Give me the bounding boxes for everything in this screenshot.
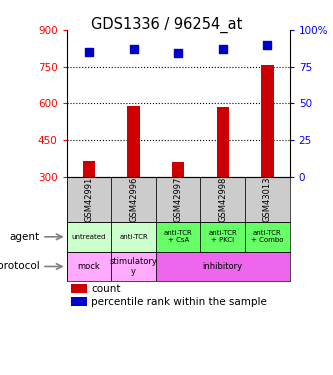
FancyBboxPatch shape <box>67 222 111 252</box>
Point <box>131 46 136 52</box>
FancyBboxPatch shape <box>156 252 290 281</box>
Point <box>86 49 92 55</box>
FancyBboxPatch shape <box>67 252 111 281</box>
Bar <box>71 297 87 306</box>
FancyBboxPatch shape <box>67 177 111 222</box>
Bar <box>216 107 229 177</box>
Text: anti-TCR
+ CsA: anti-TCR + CsA <box>164 230 192 243</box>
Text: GSM42996: GSM42996 <box>129 177 138 222</box>
Text: anti-TCR: anti-TCR <box>119 234 148 240</box>
FancyBboxPatch shape <box>245 222 290 252</box>
Text: agent: agent <box>10 232 40 242</box>
Text: GSM42997: GSM42997 <box>173 177 183 222</box>
Text: count: count <box>91 284 121 294</box>
Bar <box>127 106 140 177</box>
FancyBboxPatch shape <box>156 177 200 222</box>
Text: GSM42998: GSM42998 <box>218 177 227 222</box>
Text: anti-TCR
+ PKCi: anti-TCR + PKCi <box>208 230 237 243</box>
Point <box>220 46 225 52</box>
Bar <box>83 161 95 177</box>
Bar <box>71 284 87 293</box>
Text: protocol: protocol <box>0 261 40 272</box>
FancyBboxPatch shape <box>200 222 245 252</box>
FancyBboxPatch shape <box>111 222 156 252</box>
FancyBboxPatch shape <box>156 222 200 252</box>
Text: untreated: untreated <box>72 234 106 240</box>
Bar <box>172 162 184 177</box>
Text: stimulatory
y: stimulatory y <box>110 257 158 276</box>
Point <box>175 51 181 57</box>
FancyBboxPatch shape <box>111 177 156 222</box>
Text: GSM42991: GSM42991 <box>84 177 94 222</box>
Point <box>265 42 270 48</box>
Text: GDS1336 / 96254_at: GDS1336 / 96254_at <box>91 17 242 33</box>
Text: mock: mock <box>78 262 100 271</box>
FancyBboxPatch shape <box>111 252 156 281</box>
FancyBboxPatch shape <box>245 177 290 222</box>
Text: anti-TCR
+ Combo: anti-TCR + Combo <box>251 230 284 243</box>
Text: inhibitory: inhibitory <box>203 262 243 271</box>
Bar <box>261 65 274 177</box>
Text: percentile rank within the sample: percentile rank within the sample <box>91 297 267 307</box>
Text: GSM43013: GSM43013 <box>263 177 272 222</box>
FancyBboxPatch shape <box>200 177 245 222</box>
